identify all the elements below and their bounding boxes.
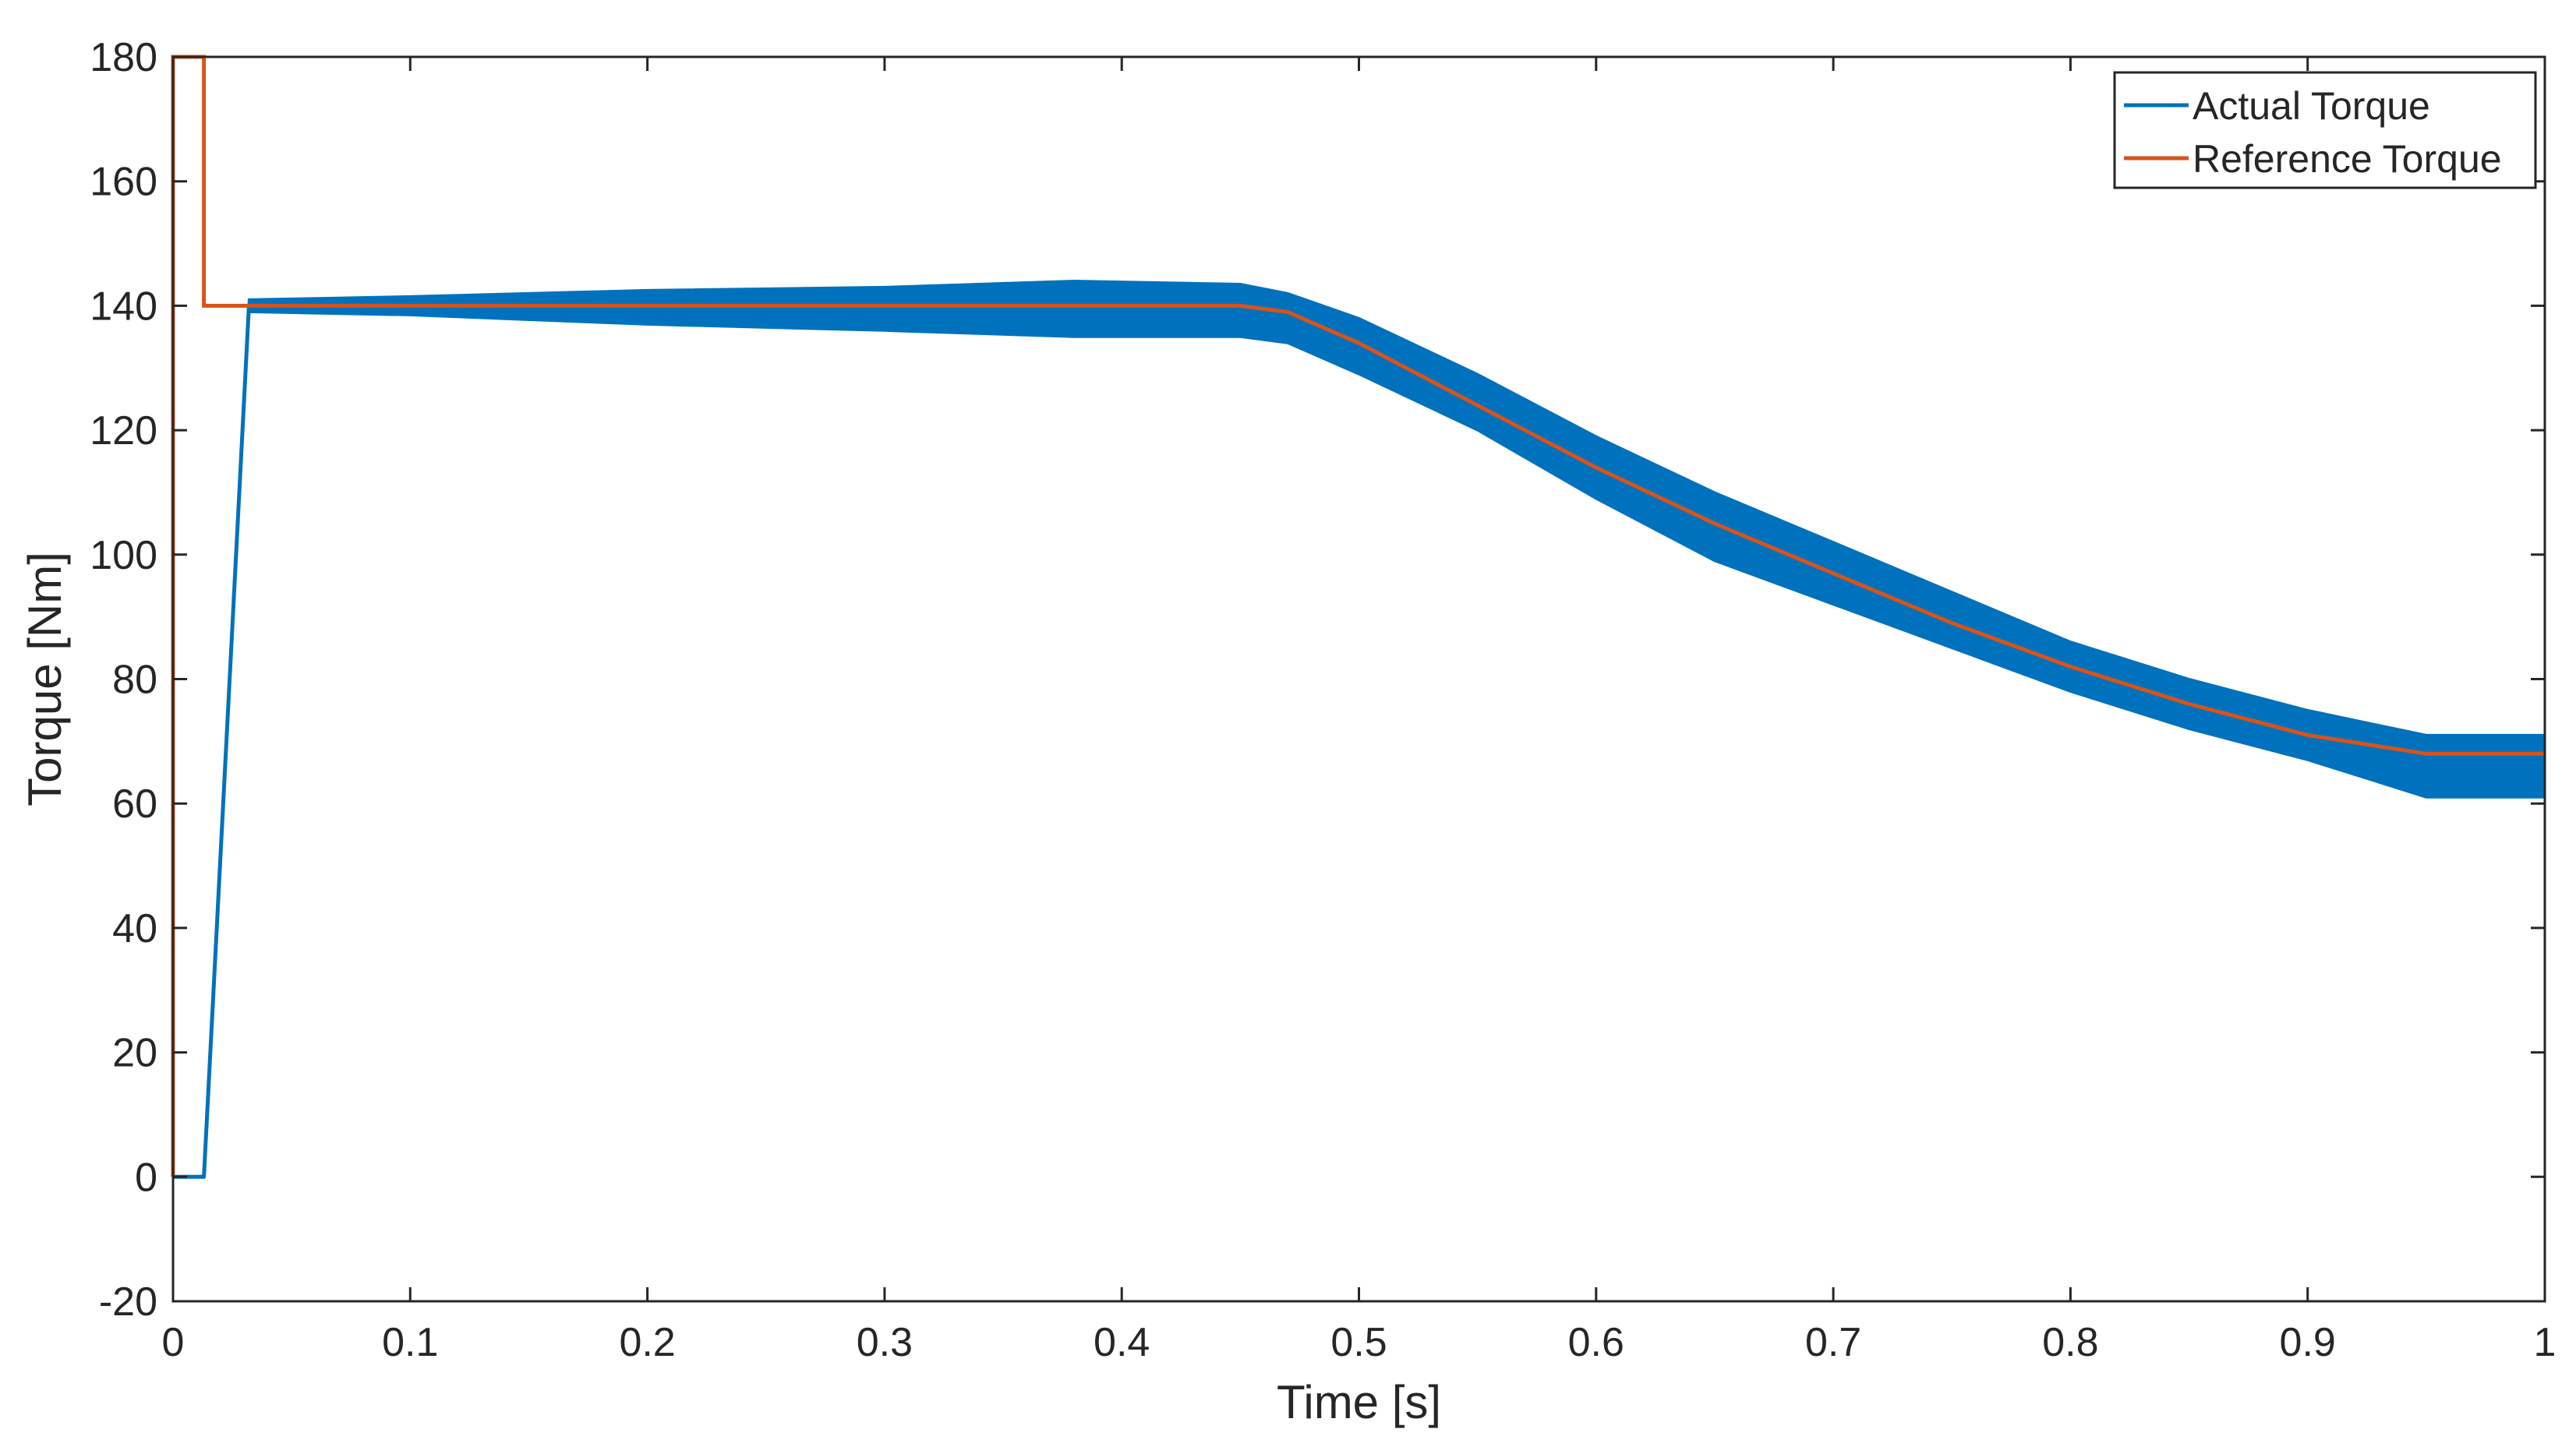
x-tick-label: 0.3 <box>857 1320 913 1365</box>
y-tick-label: 140 <box>90 284 157 329</box>
y-tick-label: 160 <box>90 160 157 205</box>
x-axis-title: Time [s] <box>1277 1376 1441 1428</box>
y-tick-label: 120 <box>90 408 157 453</box>
y-tick-label: 100 <box>90 533 157 578</box>
y-tick-label: -20 <box>99 1279 157 1325</box>
y-tick-label: 0 <box>135 1155 157 1200</box>
x-tick-label: 0.8 <box>2042 1320 2098 1365</box>
legend-label-actual-torque: Actual Torque <box>2193 84 2430 128</box>
y-tick-label: 20 <box>112 1031 157 1076</box>
x-tick-label: 0.4 <box>1094 1320 1150 1365</box>
y-tick-label: 60 <box>112 782 157 827</box>
x-tick-label: 0.5 <box>1330 1320 1387 1365</box>
x-tick-label: 0 <box>162 1320 185 1365</box>
legend-label-reference-torque: Reference Torque <box>2193 137 2502 181</box>
y-axis-title: Torque [Nm] <box>19 552 71 806</box>
y-tick-label: 80 <box>112 658 157 703</box>
y-tick-label: 180 <box>90 35 157 80</box>
x-tick-label: 0.1 <box>382 1320 438 1365</box>
y-tick-label: 40 <box>112 906 157 951</box>
x-tick-label: 0.6 <box>1568 1320 1624 1365</box>
x-tick-label: 0.2 <box>619 1320 675 1365</box>
legend-box <box>2113 71 2537 189</box>
series-reference-torque-line <box>171 55 2545 1177</box>
tick-layer: 0 0.1 0.2 0.3 0.4 0.5 0.6 0.7 0.8 0.9 1-2002040608… <box>90 35 2556 1365</box>
x-tick-label: 1 <box>2534 1320 2557 1365</box>
x-tick-label: 0.7 <box>1805 1320 1861 1365</box>
x-tick-label: 0.9 <box>2280 1320 2336 1365</box>
legend: Actual Torque Reference Torque <box>2113 71 2537 189</box>
